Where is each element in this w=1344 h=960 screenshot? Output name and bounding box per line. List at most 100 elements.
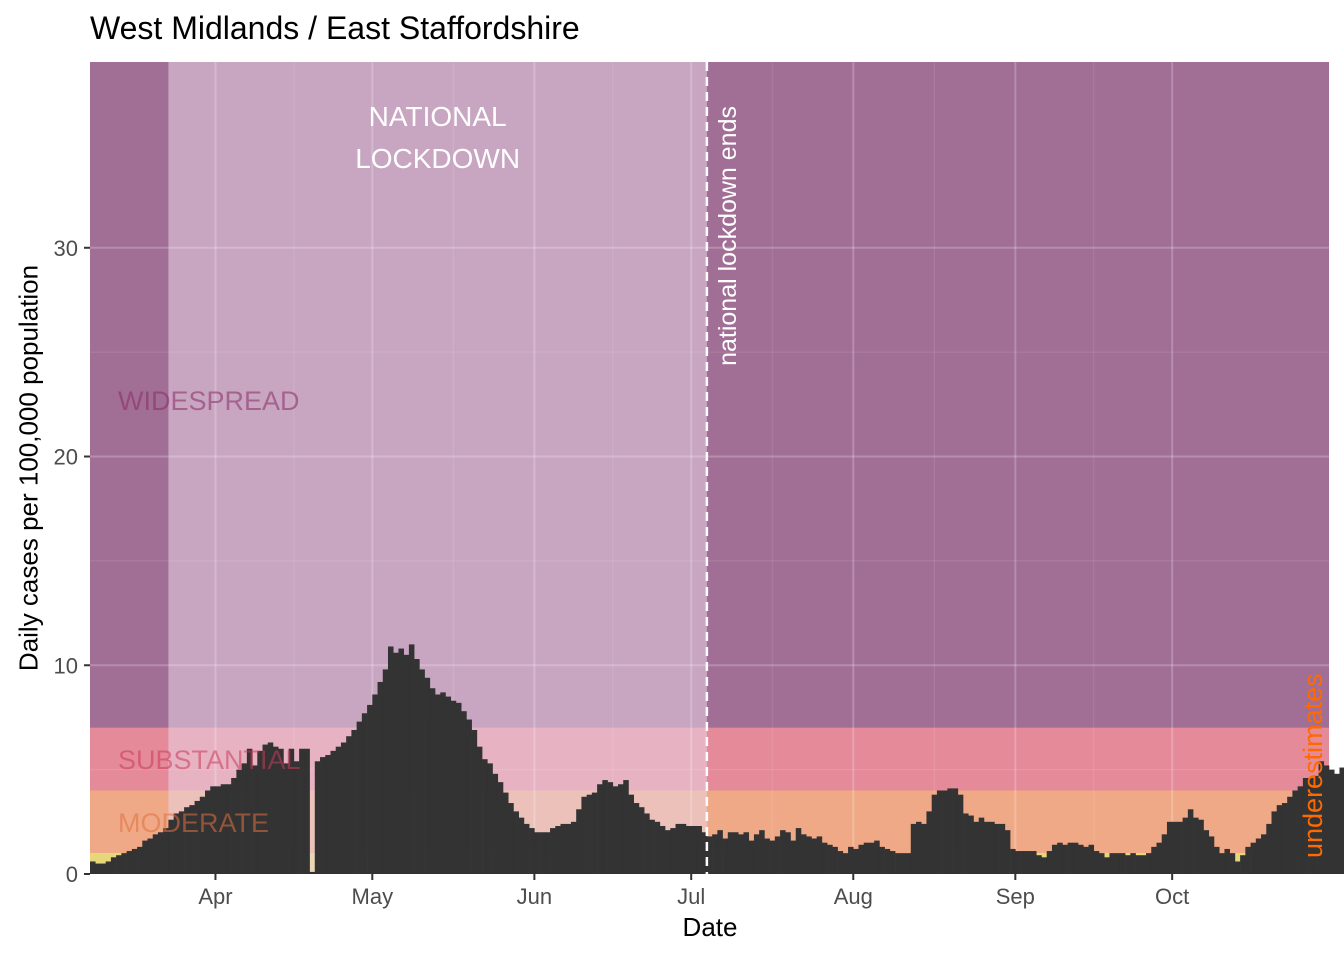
bar (1271, 811, 1278, 874)
bar (262, 744, 269, 874)
bar (189, 805, 195, 874)
bar (1302, 777, 1309, 874)
bar (1250, 842, 1257, 874)
bar (450, 700, 457, 874)
bar (116, 855, 122, 874)
bar (100, 863, 106, 874)
bar (1051, 844, 1058, 874)
band-label: SUBSTANTIAL (118, 745, 301, 775)
bar (994, 823, 1000, 874)
bar (173, 813, 180, 874)
bar (842, 853, 849, 874)
x-tick-label: Apr (198, 884, 232, 909)
bar (1203, 830, 1210, 874)
bar (178, 811, 185, 874)
bar (1213, 846, 1220, 874)
bar (539, 832, 546, 874)
bar (482, 759, 488, 874)
bar (1177, 821, 1183, 874)
bar (623, 780, 629, 874)
bar (142, 840, 148, 874)
x-tick-label: Sep (996, 884, 1035, 909)
bar (916, 821, 922, 874)
bar (759, 830, 765, 874)
bar (670, 828, 676, 874)
bar (853, 848, 859, 874)
bar (1156, 842, 1163, 874)
bar (785, 832, 791, 874)
bar (576, 809, 582, 874)
y-tick-label: 20 (54, 445, 78, 470)
band-label: WIDESPREAD (118, 386, 300, 416)
bar (90, 861, 96, 874)
bar (602, 780, 608, 874)
bar (314, 761, 321, 874)
bar (921, 823, 927, 874)
bar (738, 834, 744, 874)
bar (440, 692, 446, 874)
bar (351, 729, 357, 874)
bar (895, 853, 901, 874)
axes: 0 10 20 30 Apr May Jun Jul Aug Sep Oct (54, 236, 1190, 909)
bar (398, 648, 404, 874)
bar (513, 811, 519, 874)
bar (942, 790, 948, 874)
bar (246, 748, 253, 874)
bar (1224, 848, 1230, 874)
bar (1109, 853, 1115, 874)
bar (518, 817, 525, 874)
bar (544, 832, 551, 874)
bar (780, 830, 786, 874)
bar (205, 790, 211, 874)
bar (1329, 769, 1335, 874)
bar (414, 658, 420, 874)
bar (978, 817, 985, 874)
bar (382, 669, 389, 874)
bar (926, 811, 932, 874)
bar (947, 788, 953, 874)
bar (1198, 819, 1204, 874)
bar (157, 832, 164, 874)
bar (1146, 853, 1152, 874)
bar (581, 796, 587, 874)
bar (607, 782, 614, 874)
bar (685, 825, 692, 874)
bar (868, 842, 875, 874)
bar (717, 830, 723, 874)
bar (774, 836, 781, 874)
bar (1151, 846, 1157, 874)
bar (863, 842, 870, 874)
bar (1088, 844, 1095, 874)
bar (335, 746, 342, 874)
bar (1130, 853, 1136, 874)
bar (356, 721, 363, 874)
bar (199, 796, 206, 874)
bar (628, 794, 634, 874)
bar (1020, 851, 1027, 874)
bar (471, 729, 478, 874)
bar (393, 652, 399, 874)
bar (795, 828, 802, 874)
bar (225, 784, 232, 874)
bar (283, 763, 289, 874)
bar (461, 711, 467, 874)
bar (1208, 836, 1215, 874)
bar (832, 846, 838, 874)
bar (555, 825, 561, 874)
x-axis-label: Date (682, 912, 738, 942)
bar (743, 832, 750, 874)
bar (131, 848, 138, 874)
bar (649, 819, 655, 874)
bar (503, 792, 509, 874)
daily-case-bars (90, 644, 1344, 874)
bar (733, 832, 739, 874)
bar (1015, 851, 1021, 874)
bar (1261, 834, 1267, 874)
bar (137, 846, 143, 874)
band-labels: MODERATE SUBSTANTIAL WIDESPREAD (118, 386, 301, 838)
bar (957, 794, 964, 874)
bar (983, 821, 990, 874)
bar (1004, 830, 1011, 874)
y-tick-label: 0 (66, 862, 78, 887)
bar (753, 834, 760, 874)
